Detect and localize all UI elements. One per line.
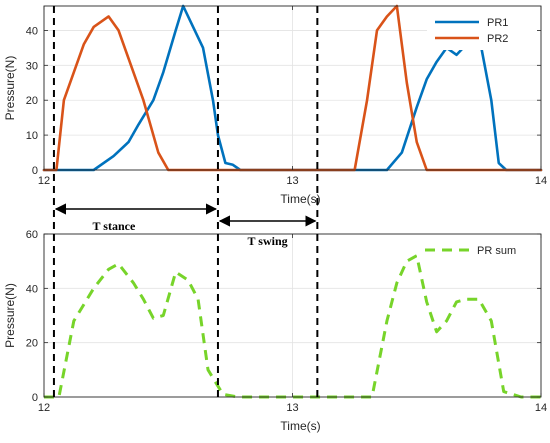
legend-label-pr-sum: PR sum [477,245,516,257]
y-tick-label: 0 [32,165,38,177]
legend-label-pr1: PR1 [487,17,508,29]
x-axis-label: Time(s) [280,419,320,433]
y-tick-label: 20 [26,95,38,107]
x-tick-label: 14 [535,402,547,414]
x-tick-label: 13 [286,175,298,187]
y-tick-label: 10 [26,130,38,142]
stance-label: T stance [93,219,136,233]
x-tick-label: 13 [286,402,298,414]
legend-box [417,238,537,262]
y-tick-label: 20 [26,338,38,350]
swing-label: T swing [248,234,288,248]
y-axis-label: Pressure(N) [3,56,17,121]
legend-label-pr2: PR2 [487,33,508,45]
y-tick-label: 40 [26,283,38,295]
x-axis-label: Time(s) [280,192,320,206]
y-tick-label: 60 [26,229,38,241]
legend-box [427,10,537,50]
y-tick-label: 30 [26,60,38,72]
top-plot: 12 13 14 0 10 20 30 40 Time(s) Pressure(N) PR1 PR2 [3,4,547,206]
y-axis-label: Pressure(N) [3,283,17,348]
x-tick-label: 14 [535,175,547,187]
x-tick-label: 12 [38,175,50,187]
y-tick-label: 0 [32,392,38,404]
series-line-pr-sum [44,254,541,399]
gait-annotations: T stance T swing [52,6,319,397]
x-tick-label: 12 [38,402,50,414]
bottom-plot: 12 13 14 0 20 40 60 Time(s) Pressure(N) PR sum [3,229,547,433]
y-tick-label: 40 [26,25,38,37]
